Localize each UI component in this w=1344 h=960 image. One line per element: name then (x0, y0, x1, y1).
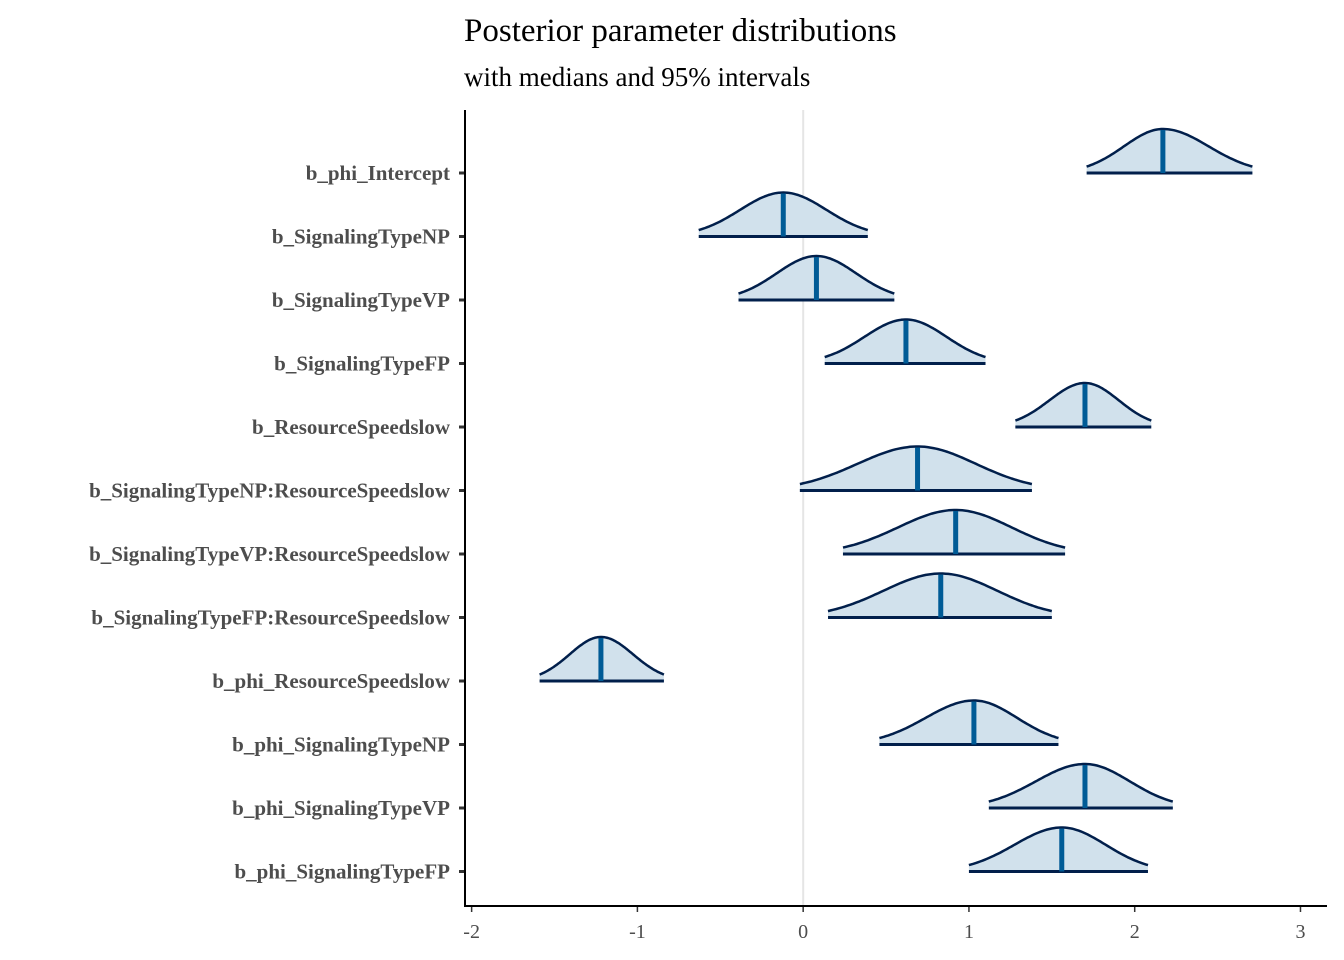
x-tick-label: 3 (1295, 921, 1305, 943)
density-outline (879, 699, 1059, 740)
density-outline (968, 826, 1149, 867)
y-tick-label: b_phi_SignalingTypeFP (234, 860, 450, 884)
x-tick-label: 1 (964, 921, 974, 943)
ridges-group (539, 127, 1253, 873)
ridge-b_SignalingTypeFP (824, 318, 986, 365)
density-outline (827, 572, 1053, 613)
ridge-b_SignalingTypeNP (698, 191, 869, 238)
y-tick-label: b_SignalingTypeNP (272, 225, 450, 249)
density-outline (842, 508, 1066, 549)
y-tick-label: b_SignalingTypeNP:ResourceSpeedslow (89, 479, 451, 503)
x-tick-label: 0 (798, 921, 808, 943)
density-outline (1014, 381, 1152, 422)
density-fill (1086, 129, 1253, 173)
ridge-b_phi_SignalingTypeVP (988, 762, 1174, 810)
density-outline (824, 318, 986, 359)
density-outline (539, 635, 665, 676)
ridge-b_phi_SignalingTypeFP (968, 826, 1149, 873)
density-fill (968, 827, 1148, 872)
chart-subtitle: with medians and 95% intervals (464, 62, 810, 92)
y-axis-labels: b_phi_Intercept b_SignalingTypeNP b_Signal… (89, 161, 465, 884)
x-tick-label: -1 (629, 921, 646, 943)
y-tick-label: b_SignalingTypeFP (274, 352, 450, 376)
y-tick-label: b_ResourceSpeedslow (252, 415, 451, 439)
ridge-b_ResourceSpeedslow (1014, 381, 1152, 429)
density-outline (799, 445, 1033, 486)
y-tick-label: b_SignalingTypeVP:ResourceSpeedslow (89, 542, 451, 566)
density-outline (698, 191, 869, 232)
y-tick-label: b_phi_SignalingTypeNP (232, 733, 450, 757)
y-tick-label: b_phi_Intercept (306, 161, 450, 185)
ridge-b_phi_Intercept (1086, 127, 1253, 175)
ridge-b_SignalingTypeVP:ResourceSpeedslow (842, 508, 1066, 556)
ridge-b_phi_ResourceSpeedslow (539, 635, 665, 683)
chart-title: Posterior parameter distributions (464, 13, 897, 49)
y-tick-label: b_SignalingTypeVP (272, 288, 450, 312)
ridge-b_SignalingTypeFP:ResourceSpeedslow (827, 572, 1053, 619)
ridge-b_SignalingTypeNP:ResourceSpeedslow (799, 445, 1033, 492)
density-fill (988, 764, 1173, 808)
x-tick-label: -2 (463, 921, 480, 943)
density-outline (1086, 127, 1253, 168)
ridge-b_phi_SignalingTypeNP (879, 699, 1059, 746)
y-tick-label: b_phi_ResourceSpeedslow (212, 669, 450, 693)
x-axis: -2 -1 0 1 2 3 (463, 906, 1305, 943)
ridge-b_SignalingTypeVP (738, 254, 895, 302)
density-outline (738, 254, 895, 295)
y-tick-label: b_SignalingTypeFP:ResourceSpeedslow (91, 606, 450, 630)
density-outline (988, 762, 1174, 803)
y-tick-label: b_phi_SignalingTypeVP (232, 796, 450, 820)
density-fill (879, 700, 1059, 745)
x-tick-label: 2 (1130, 921, 1140, 943)
